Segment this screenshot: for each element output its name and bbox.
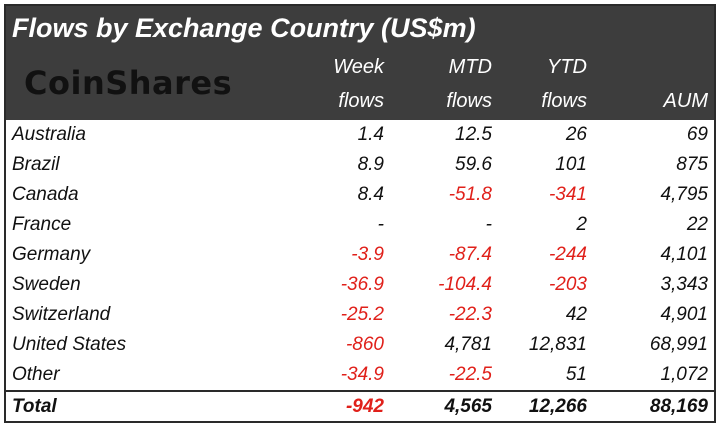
country-cell: United States: [12, 334, 127, 355]
ytd-cell: 51: [565, 364, 587, 385]
ytd-cell: 42: [565, 304, 587, 325]
ytd-cell: 26: [565, 124, 587, 145]
aum-cell: 4,795: [660, 184, 708, 205]
total-row: Total -942 4,565 12,266 88,169: [6, 390, 714, 422]
week-cell: -36.9: [340, 274, 384, 295]
mtd-cell: -87.4: [448, 244, 492, 265]
country-cell: Germany: [12, 244, 91, 265]
column-header-week: Week flows: [333, 56, 384, 112]
ytd-cell: -203: [548, 274, 587, 295]
table-row: United States -860 4,781 12,831 68,991: [6, 330, 714, 360]
week-cell: -942: [345, 396, 384, 417]
column-header-mtd: MTD flows: [446, 56, 492, 112]
aum-cell: 22: [686, 214, 708, 235]
ytd-cell: -244: [548, 244, 587, 265]
column-header-ytd: YTD flows: [541, 56, 587, 112]
week-cell: 1.4: [357, 124, 384, 145]
table-row: France - -2 22: [6, 210, 714, 240]
table-row: Sweden -36.9 -104.4 -203 3,343: [6, 270, 714, 300]
ytd-cell: 12,831: [528, 334, 587, 355]
mtd-cell: -51.8: [448, 184, 492, 205]
week-cell: 8.4: [357, 184, 384, 205]
country-cell: Brazil: [12, 154, 60, 175]
week-cell: -860: [345, 334, 384, 355]
mtd-cell: 4,781: [444, 334, 492, 355]
country-cell: Other: [12, 364, 60, 385]
table-row: Australia 1.4 12.5 26 69: [6, 120, 714, 150]
country-cell: Canada: [12, 184, 79, 205]
mtd-cell: -22.5: [448, 364, 492, 385]
flows-table: Flows by Exchange Country (US$m) CoinSha…: [4, 4, 716, 423]
week-cell: -25.2: [340, 304, 384, 325]
table-title: Flows by Exchange Country (US$m): [6, 6, 714, 50]
aum-cell: 1,072: [660, 364, 708, 385]
table-row: Other -34.9 -22.5 51 1,072: [6, 360, 714, 390]
country-cell: Sweden: [12, 274, 81, 295]
table-row: Canada 8.4 -51.8 -341 4,795: [6, 180, 714, 210]
aum-cell: 88,169: [649, 396, 708, 417]
ytd-cell: 12,266: [528, 396, 587, 417]
week-cell: -: [377, 214, 384, 235]
column-header-aum: AUM: [663, 90, 708, 112]
mtd-cell: 4,565: [444, 396, 492, 417]
country-cell: France: [12, 214, 72, 235]
table-body: Australia 1.4 12.5 26 69 Brazil 8.9 59.6 101 875 C…: [6, 120, 714, 422]
coinshares-logo: CoinShares: [24, 64, 233, 102]
mtd-cell: 59.6: [455, 154, 492, 175]
week-cell: 8.9: [357, 154, 384, 175]
country-cell: Australia: [12, 124, 86, 145]
mtd-cell: -22.3: [448, 304, 492, 325]
mtd-cell: 12.5: [455, 124, 492, 145]
mtd-cell: -104.4: [438, 274, 492, 295]
aum-cell: 875: [676, 154, 708, 175]
table-row: Brazil 8.9 59.6 101 875: [6, 150, 714, 180]
table-header: CoinShares Week flows MTD flows YTD flows A…: [6, 50, 714, 120]
table-row: Switzerland -25.2 -22.3 42 4,901: [6, 300, 714, 330]
ytd-cell: 2: [576, 214, 587, 235]
mtd-cell: -: [485, 214, 492, 235]
aum-cell: 69: [686, 124, 708, 145]
aum-cell: 4,101: [660, 244, 708, 265]
country-cell: Switzerland: [12, 304, 111, 325]
country-cell: Total: [12, 396, 57, 417]
ytd-cell: 101: [555, 154, 587, 175]
week-cell: -34.9: [340, 364, 384, 385]
aum-cell: 68,991: [649, 334, 708, 355]
ytd-cell: -341: [548, 184, 587, 205]
aum-cell: 4,901: [660, 304, 708, 325]
week-cell: -3.9: [351, 244, 384, 265]
table-row: Germany -3.9 -87.4 -244 4,101: [6, 240, 714, 270]
aum-cell: 3,343: [660, 274, 708, 295]
